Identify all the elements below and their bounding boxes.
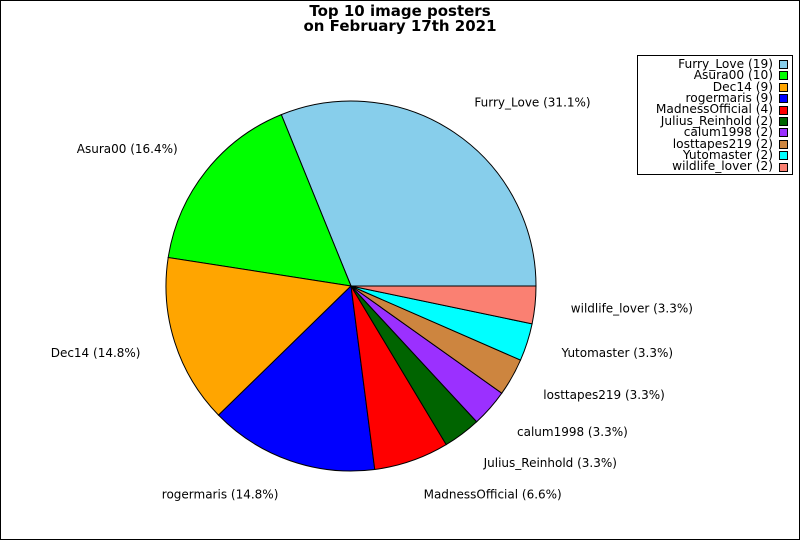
legend-swatch xyxy=(779,105,788,115)
legend-swatch xyxy=(779,139,788,149)
legend-label: Asura00 (10) xyxy=(693,68,773,83)
legend-item-rogermaris: rogermaris (9) xyxy=(685,90,788,105)
legend-swatch xyxy=(779,151,788,161)
slice-label-losttapes219: losttapes219 (3.3%) xyxy=(543,388,665,402)
legend-label: Furry_Love (19) xyxy=(678,56,773,71)
legend-swatch xyxy=(779,71,788,81)
pie-slice-furry-love xyxy=(280,100,537,287)
legend-item-dec14: Dec14 (9) xyxy=(712,79,788,94)
slice-label-dec14: Dec14 (14.8%) xyxy=(51,346,141,360)
legend-item-wildlife-lover: wildlife_lover (2) xyxy=(672,159,788,174)
slice-label-julius-reinhold: Julius_Reinhold (3.3%) xyxy=(483,456,617,470)
legend-item-yutomaster: Yutomaster (2) xyxy=(682,147,788,162)
legend-swatch xyxy=(779,82,788,92)
slice-label-furry-love: Furry_Love (31.1%) xyxy=(474,96,590,110)
slice-label-calum1998: calum1998 (3.3%) xyxy=(517,425,628,439)
slice-label-rogermaris: rogermaris (14.8%) xyxy=(162,488,279,502)
legend-label: calum1998 (2) xyxy=(683,125,773,140)
pie-slice-asura00 xyxy=(167,113,352,287)
legend-item-losttapes219: losttapes219 (2) xyxy=(672,136,788,151)
legend-item-madnessofficial: MadnessOfficial (4) xyxy=(655,102,788,117)
legend-label: Yutomaster (2) xyxy=(682,147,773,162)
chart-title: Top 10 image posters xyxy=(309,2,491,20)
legend-item-asura00: Asura00 (10) xyxy=(693,68,788,83)
legend-item-calum1998: calum1998 (2) xyxy=(683,125,788,140)
pie-slice-wildlife-lover xyxy=(350,285,537,325)
legend-label: Julius_Reinhold (2) xyxy=(660,113,773,128)
legend-label: Dec14 (9) xyxy=(712,79,773,94)
slice-label-madnessofficial: MadnessOfficial (6.6%) xyxy=(424,488,562,502)
legend-swatch xyxy=(779,128,788,138)
chart-subtitle: on February 17th 2021 xyxy=(303,17,497,35)
legend-label: wildlife_lover (2) xyxy=(672,159,773,174)
legend-swatch xyxy=(779,117,788,126)
legend-label: losttapes219 (2) xyxy=(672,136,773,151)
legend-label: MadnessOfficial (4) xyxy=(655,102,773,117)
legend: Furry_Love (19) Asura00 (10) Dec14 (9) roge… xyxy=(637,55,793,175)
legend-swatch xyxy=(779,60,788,69)
slice-label-asura00: Asura00 (16.4%) xyxy=(77,142,178,156)
pie-slice-dec14 xyxy=(165,256,353,416)
legend-swatch xyxy=(779,94,788,104)
slice-label-yutomaster: Yutomaster (3.3%) xyxy=(561,346,674,360)
pie-slice-rogermaris xyxy=(217,284,376,472)
legend-label: rogermaris (9) xyxy=(685,90,773,105)
legend-item-julius-reinhold: Julius_Reinhold (2) xyxy=(660,113,788,128)
legend-item-furry-love: Furry_Love (19) xyxy=(678,56,788,71)
legend-swatch xyxy=(779,162,788,172)
slice-label-wildlife-lover: wildlife_lover (3.3%) xyxy=(571,302,693,316)
